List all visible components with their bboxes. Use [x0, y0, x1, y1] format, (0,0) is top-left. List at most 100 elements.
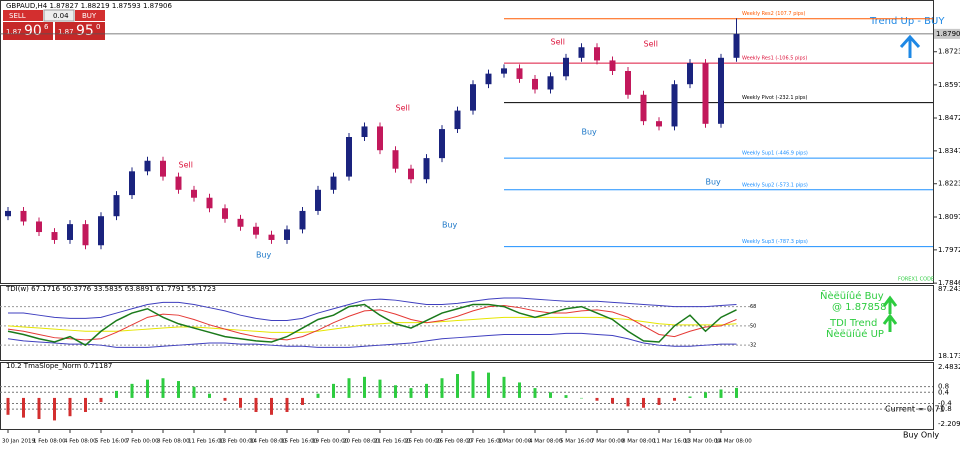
pivot-label: Weekly Sup2 (-573.1 pips) [742, 182, 808, 188]
y-tick-label: -0.4 [938, 400, 952, 408]
candle-body [330, 176, 337, 190]
candle-body [129, 171, 135, 196]
x-tick-label: 7 Feb 00:00 [126, 439, 159, 445]
y-tick-label: 1.85975 [938, 81, 960, 89]
x-tick-label: 5 Mar 16:00 [560, 439, 594, 445]
histogram-bar [177, 381, 180, 398]
histogram-bar [270, 397, 273, 415]
histogram-bar [502, 376, 506, 398]
pivot-label: Weekly Res1 (-106.5 pips) [742, 56, 807, 62]
x-tick-label: 1 Feb 08:00 [33, 439, 66, 445]
candle-body [346, 137, 352, 177]
histogram-bar [53, 397, 56, 421]
candle-body [5, 210, 11, 217]
candle-body [67, 224, 73, 240]
candle-body [625, 71, 631, 95]
histogram-bar [735, 387, 738, 398]
tdi-note: TDI Trend [829, 318, 877, 329]
histogram-bar [378, 379, 382, 398]
ask-box[interactable] [55, 22, 105, 40]
bid-box[interactable] [3, 22, 53, 40]
x-tick-label: 21 Feb 16:00 [374, 439, 411, 445]
candle-body [733, 34, 740, 58]
candle-body [253, 226, 259, 235]
histogram-bar [99, 397, 103, 403]
candle-body [532, 78, 538, 90]
histogram-bar [611, 397, 614, 404]
candle-body [640, 94, 647, 122]
x-tick-label: 19 Feb 00:00 [312, 439, 349, 445]
chart-title: GBPAUD,H4 1.87827 1.88219 1.87593 1.8790… [6, 2, 172, 10]
candle-body [485, 73, 492, 85]
candle-body [470, 84, 476, 111]
histogram-bar [130, 383, 134, 398]
bid-frac: 6 [44, 23, 49, 31]
histogram-bar [626, 397, 630, 407]
histogram-bar [487, 372, 490, 398]
signal-label: Sell [551, 38, 565, 47]
candle-body [191, 189, 197, 198]
histogram-bar [192, 386, 196, 398]
y-tick-label: 1.83475 [938, 147, 960, 155]
pivot-label: Weekly Sup1 (-446.9 pips) [742, 151, 808, 157]
tdi-line [7, 303, 737, 347]
candle-body [36, 221, 42, 233]
histogram-bar [316, 393, 320, 398]
y-tick-label: 0.4 [938, 388, 950, 396]
tdi-line [8, 297, 737, 322]
tdi-note: Ñèëüíûé Buy [820, 289, 884, 302]
histogram-bar [704, 392, 707, 398]
histogram-bar [642, 397, 645, 408]
histogram-bar [22, 397, 25, 418]
x-tick-label: 13 Mar 00:00 [684, 439, 721, 445]
candle-body [687, 63, 693, 85]
histogram-bar [688, 396, 692, 398]
candle-body [609, 60, 616, 72]
tdi-line [7, 332, 737, 348]
histogram-bar [440, 378, 444, 398]
bid-pips: 90 [24, 23, 42, 39]
x-tick-label: 15 Feb 16:00 [281, 439, 318, 445]
watermark: FOREX1 CODE [898, 277, 934, 283]
tma-current: Current = 0.71 [885, 405, 945, 414]
candle-body [206, 197, 213, 209]
histogram-bar [456, 374, 459, 398]
x-tick-label: 13 Feb 00:00 [219, 439, 256, 445]
histogram-bar [549, 392, 552, 398]
level-label: 50 [750, 323, 756, 329]
candle-body [423, 158, 430, 180]
y-tick-label: 1.82230 [938, 180, 960, 188]
buy-button[interactable] [75, 10, 105, 21]
current-price-box [934, 28, 960, 39]
candle-body [175, 176, 182, 190]
histogram-bar [285, 397, 289, 412]
candle-body [113, 195, 120, 217]
signal-label: Buy [706, 178, 722, 187]
y-tick-label: 1.79725 [938, 246, 960, 254]
lot-input[interactable] [43, 9, 75, 22]
histogram-bar [564, 395, 568, 398]
candle-body [656, 121, 662, 127]
signal-label: Sell [644, 40, 658, 49]
signal-label: Buy [442, 221, 458, 230]
x-tick-label: 8 Feb 08:00 [157, 439, 190, 445]
x-tick-label: 30 Jan 2019 [2, 439, 35, 445]
ask-pips: 95 [76, 23, 94, 39]
level-label: 68 [750, 304, 756, 310]
trend-label: Trend Up - BUY [869, 16, 945, 27]
candle-body [547, 76, 554, 90]
x-tick-label: 4 Mar 08:00 [529, 439, 563, 445]
y-min-label: 18.1732 [938, 352, 960, 360]
histogram-bar [6, 397, 10, 415]
x-tick-label: 11 Feb 16:00 [188, 439, 225, 445]
sell-button[interactable] [3, 10, 43, 21]
histogram-bar [518, 382, 521, 398]
candle-body [51, 232, 58, 240]
y-max-label: 87.2434 [938, 285, 960, 293]
candle-body [377, 126, 383, 151]
x-tick-label: 8 Mar 08:00 [622, 439, 656, 445]
candle-body [671, 84, 678, 127]
candle-body [315, 189, 321, 211]
candle-body [516, 68, 523, 79]
